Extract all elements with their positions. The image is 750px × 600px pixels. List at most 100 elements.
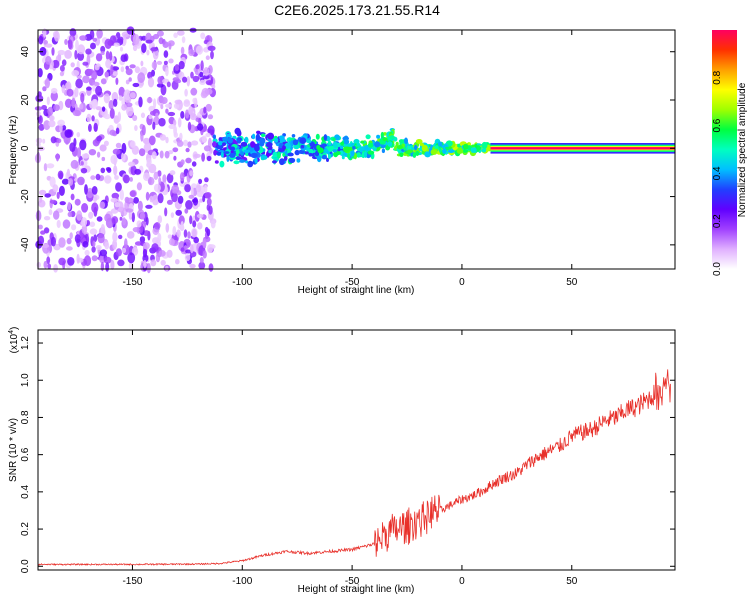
band-blob [328, 153, 331, 160]
band-blob [462, 149, 468, 153]
noise-blob [184, 184, 191, 193]
noise-blob [159, 134, 167, 141]
noise-blob [46, 96, 50, 106]
noise-blob [131, 212, 135, 223]
noise-blob [147, 77, 155, 88]
noise-blob [94, 64, 100, 71]
noise-blob [113, 165, 118, 176]
noise-blob [192, 75, 200, 83]
noise-blob [205, 103, 212, 112]
band-blob [252, 133, 256, 140]
band-blob [284, 142, 292, 149]
spectrogram-xtick-label: -50 [345, 277, 360, 288]
noise-blob [175, 209, 182, 216]
noise-blob [48, 209, 53, 216]
noise-blob [129, 92, 136, 99]
noise-blob [91, 246, 96, 253]
snr-ytick-label: 1.2 [20, 336, 31, 350]
noise-blob [162, 41, 169, 48]
spectrogram-ytick-label: 40 [20, 46, 31, 58]
noise-blob [81, 203, 89, 213]
noise-blob [81, 153, 90, 159]
snr-ytick-label: 1.0 [20, 373, 31, 387]
noise-blob [180, 46, 185, 55]
noise-blob [104, 71, 110, 78]
noise-blob [205, 55, 210, 60]
noise-blob [129, 190, 136, 197]
noise-blob [62, 219, 71, 229]
noise-blob [171, 192, 178, 203]
noise-blob [100, 45, 106, 53]
band-blob [321, 143, 327, 147]
band-blob [278, 135, 285, 140]
noise-blob [74, 198, 81, 206]
noise-blob [176, 140, 184, 147]
noise-blob [163, 60, 168, 65]
snr-xtick-label: 0 [459, 576, 465, 587]
noise-blob [119, 189, 125, 201]
noise-blob [113, 42, 120, 47]
noise-blob [67, 257, 75, 266]
noise-blob [187, 231, 191, 239]
noise-blob [74, 49, 78, 60]
noise-blob [70, 62, 75, 68]
noise-blob [61, 59, 67, 66]
noise-blob [93, 234, 98, 242]
signal-line [490, 147, 675, 150]
noise-blob [195, 64, 200, 70]
noise-blob [66, 88, 74, 97]
noise-blob [80, 167, 88, 174]
noise-blob [104, 175, 112, 184]
band-blob [421, 144, 428, 152]
noise-blob [61, 84, 66, 94]
noise-blob [169, 170, 176, 176]
noise-blob [193, 236, 199, 244]
noise-blob [79, 139, 87, 151]
noise-blob [50, 87, 58, 94]
noise-blob [199, 257, 204, 264]
noise-blob [79, 35, 87, 41]
noise-blob [110, 197, 118, 203]
snr-xtick-label: -150 [122, 576, 142, 587]
noise-blob [125, 102, 133, 108]
noise-blob [176, 30, 185, 36]
band-blob [347, 143, 353, 147]
noise-blob [167, 234, 172, 239]
noise-blob [110, 154, 118, 165]
noise-blob [89, 228, 98, 235]
noise-blob [59, 65, 65, 72]
band-blob [380, 131, 384, 139]
noise-blob [45, 55, 52, 65]
noise-blob [160, 259, 166, 266]
noise-blob [145, 216, 149, 226]
noise-blob [199, 198, 204, 203]
noise-blob [108, 51, 113, 61]
noise-blob [111, 216, 119, 225]
noise-blob [148, 114, 153, 120]
noise-blob [43, 40, 48, 45]
noise-blob [66, 237, 72, 245]
noise-blob [152, 33, 160, 40]
noise-blob [179, 172, 185, 182]
band-blob [395, 141, 399, 147]
noise-blob [49, 199, 57, 204]
noise-blob [106, 167, 112, 173]
noise-blob [126, 105, 134, 117]
noise-blob [43, 163, 48, 172]
band-blob [347, 153, 351, 159]
noise-blob [43, 216, 51, 221]
noise-blob [143, 260, 147, 269]
band-blob [294, 149, 300, 156]
band-blob [234, 127, 241, 135]
noise-blob [189, 263, 196, 269]
noise-blob [56, 219, 61, 229]
noise-blob [47, 263, 52, 270]
snr-xtick-label: -50 [345, 576, 360, 587]
band-blob [226, 155, 230, 163]
band-blob [438, 147, 442, 153]
noise-blob [86, 187, 94, 199]
noise-blob [152, 121, 156, 130]
noise-blob [46, 163, 55, 169]
band-blob [308, 148, 314, 155]
noise-blob [95, 173, 101, 181]
